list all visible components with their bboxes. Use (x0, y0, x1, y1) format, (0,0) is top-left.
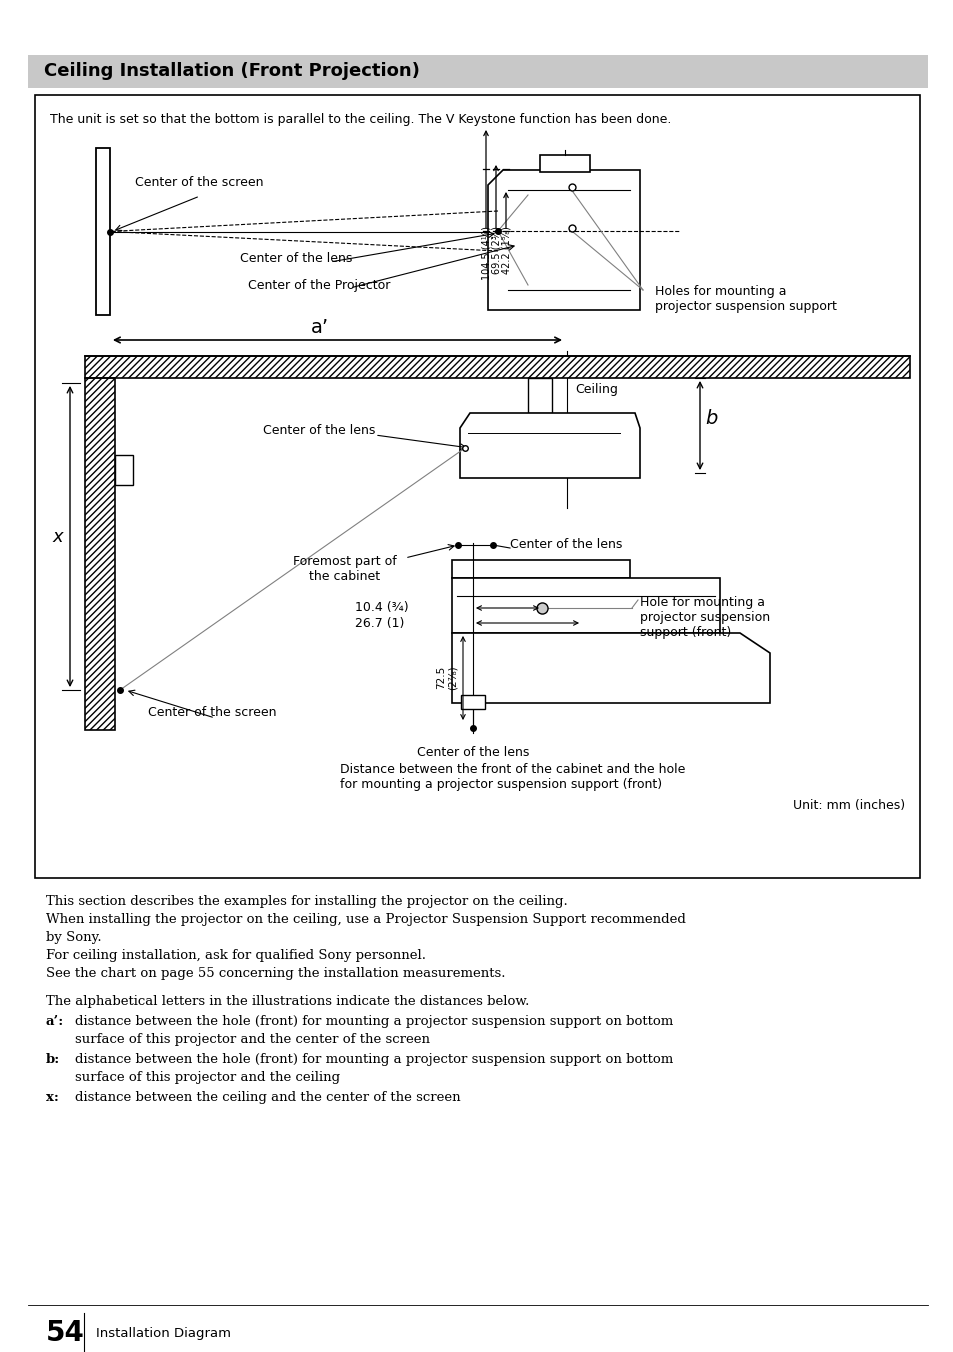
Text: Center of the lens: Center of the lens (510, 538, 621, 552)
Text: Center of the screen: Center of the screen (135, 176, 263, 188)
Text: a’: a’ (311, 318, 329, 337)
Text: Center of the Projector: Center of the Projector (248, 279, 390, 292)
Text: This section describes the examples for installing the projector on the ceiling.: This section describes the examples for … (46, 895, 567, 909)
Text: See the chart on page 55 concerning the installation measurements.: See the chart on page 55 concerning the … (46, 967, 505, 980)
Text: Center of the lens: Center of the lens (416, 746, 529, 758)
Bar (452, 560, 629, 579)
Text: distance between the hole (front) for mounting a projector suspension support on: distance between the hole (front) for mo… (75, 1015, 673, 1028)
Bar (460, 695, 484, 708)
Text: 54: 54 (46, 1320, 85, 1347)
Text: Installation Diagram: Installation Diagram (96, 1326, 231, 1340)
Text: Ceiling Installation (Front Projection): Ceiling Installation (Front Projection) (44, 62, 419, 80)
Bar (85, 379, 115, 730)
Bar (539, 155, 589, 172)
Text: Center of the lens: Center of the lens (263, 423, 375, 437)
Text: Ceiling: Ceiling (575, 384, 618, 396)
Text: Hole for mounting a
projector suspension
support (front): Hole for mounting a projector suspension… (639, 596, 769, 639)
Bar (85, 356, 909, 379)
Text: distance between the hole (front) for mounting a projector suspension support on: distance between the hole (front) for mo… (75, 1053, 673, 1065)
Text: Holes for mounting a
projector suspension support: Holes for mounting a projector suspensio… (655, 285, 836, 314)
Bar (96, 147, 110, 315)
Bar (527, 379, 552, 412)
Bar (115, 456, 132, 485)
Text: distance between the ceiling and the center of the screen: distance between the ceiling and the cen… (75, 1091, 460, 1105)
Text: Unit: mm (inches): Unit: mm (inches) (792, 799, 904, 811)
Polygon shape (488, 170, 639, 310)
Text: When installing the projector on the ceiling, use a Projector Suspension Support: When installing the projector on the cei… (46, 913, 685, 926)
Text: a’:: a’: (46, 1015, 64, 1028)
Text: x:: x: (46, 1091, 59, 1105)
Text: Center of the lens: Center of the lens (240, 251, 352, 265)
Text: b:: b: (46, 1053, 60, 1065)
Text: surface of this projector and the ceiling: surface of this projector and the ceilin… (75, 1071, 340, 1084)
Text: 26.7 (1): 26.7 (1) (355, 617, 404, 630)
Text: Center of the screen: Center of the screen (148, 706, 276, 718)
Bar (35, 95, 919, 877)
Text: The alphabetical letters in the illustrations indicate the distances below.: The alphabetical letters in the illustra… (46, 995, 529, 1009)
Text: For ceiling installation, ask for qualified Sony personnel.: For ceiling installation, ask for qualif… (46, 949, 426, 963)
Text: 42.2 (1⁵⁄₈): 42.2 (1⁵⁄₈) (501, 226, 512, 274)
Bar (28, 55, 927, 88)
Text: 104.5 (4⅛): 104.5 (4⅛) (481, 226, 492, 280)
Text: The unit is set so that the bottom is parallel to the ceiling. The V Keystone fu: The unit is set so that the bottom is pa… (50, 114, 671, 126)
Text: Distance between the front of the cabinet and the hole
for mounting a projector : Distance between the front of the cabine… (339, 763, 684, 791)
Text: by Sony.: by Sony. (46, 932, 102, 944)
Bar (452, 579, 720, 633)
Polygon shape (452, 633, 769, 703)
Text: 72.5
(2⁷⁄₈): 72.5 (2⁷⁄₈) (436, 665, 457, 691)
Polygon shape (459, 412, 639, 479)
Text: Foremost part of
the cabinet: Foremost part of the cabinet (293, 556, 396, 583)
Text: x: x (52, 527, 63, 545)
Text: surface of this projector and the center of the screen: surface of this projector and the center… (75, 1033, 430, 1046)
Text: 69.5 (2¾): 69.5 (2¾) (492, 226, 501, 274)
Text: 10.4 (¾): 10.4 (¾) (355, 602, 408, 615)
Text: b: b (704, 408, 717, 427)
